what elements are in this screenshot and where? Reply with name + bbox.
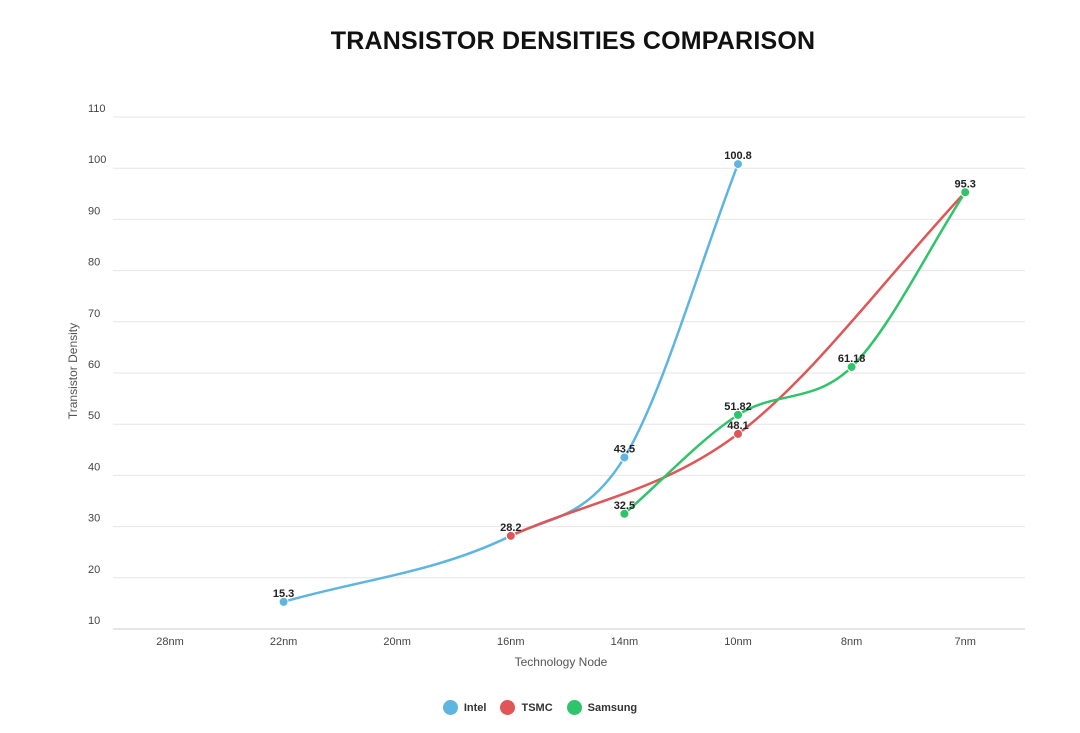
x-tick-label: 8nm	[841, 636, 862, 648]
legend-swatch-tsmc	[500, 700, 516, 715]
data-point-intel	[278, 596, 289, 607]
y-axis-ticks: 10 20 30 40 50 60 70 80 90 100 110	[88, 103, 106, 627]
data-point-intel	[733, 159, 743, 170]
x-tick-label: 14nm	[611, 636, 639, 648]
series-line-intel	[283, 163, 740, 604]
series-points	[278, 159, 971, 607]
y-tick-label: 60	[88, 359, 100, 371]
series-line-tsmc	[510, 191, 967, 537]
data-point-samsung	[619, 508, 630, 519]
data-label-intel: 43.5	[614, 443, 635, 455]
y-tick-label: 50	[88, 410, 100, 422]
y-tick-label: 70	[88, 308, 100, 320]
y-tick-label: 40	[88, 461, 100, 473]
x-tick-label: 20nm	[383, 636, 411, 648]
legend-label-tsmc: TSMC	[521, 701, 553, 714]
series-lines	[283, 163, 967, 604]
x-tick-label: 16nm	[497, 636, 525, 648]
y-tick-label: 20	[88, 564, 100, 576]
y-tick-label: 10	[88, 615, 100, 627]
data-label-tsmc: 48.1	[727, 420, 748, 432]
data-point-tsmc	[505, 530, 516, 541]
x-axis-ticks: 28nm 22nm 20nm 16nm 14nm 10nm 8nm 7nm	[156, 636, 976, 648]
data-label-intel: 100.8	[724, 150, 752, 162]
legend-swatch-intel	[442, 700, 458, 715]
x-tick-label: 28nm	[156, 636, 184, 648]
data-label-samsung: 95.3	[954, 178, 975, 190]
data-label-intel: 15.3	[273, 588, 294, 600]
data-point-samsung	[846, 361, 857, 372]
series-line-samsung	[623, 191, 967, 515]
data-point-tsmc	[733, 428, 743, 439]
chart-title: TRANSISTOR DENSITIES COMPARISON	[330, 27, 816, 55]
data-labels: 15.3 43.5 100.8 28.2 48.1 32.5 51.82 61.18 95.3	[273, 150, 976, 600]
data-label-samsung: 32.5	[614, 500, 635, 512]
y-tick-label: 100	[88, 154, 106, 166]
y-axis-label: Transistor Density	[66, 323, 80, 419]
x-tick-label: 22nm	[270, 636, 298, 648]
y-tick-label: 80	[88, 257, 100, 269]
y-tick-label: 110	[88, 103, 106, 115]
y-tick-label: 90	[88, 205, 100, 217]
data-point-intel	[619, 452, 630, 463]
data-point-samsung	[733, 409, 743, 420]
x-axis-label: Technology Node	[515, 655, 608, 669]
legend-label-intel: Intel	[463, 701, 487, 714]
data-label-samsung: 61.18	[838, 353, 866, 365]
legend-item-samsung[interactable]: Samsung	[566, 700, 638, 715]
data-point-samsung	[960, 187, 971, 198]
legend: Intel TSMC Samsung	[0, 700, 1080, 715]
legend-item-intel[interactable]: Intel	[442, 700, 487, 715]
data-label-tsmc: 28.2	[500, 522, 521, 534]
x-tick-label: 10nm	[724, 636, 752, 648]
legend-swatch-samsung	[566, 700, 582, 715]
x-tick-label: 7nm	[954, 636, 975, 648]
legend-item-tsmc[interactable]: TSMC	[500, 700, 553, 715]
grid-lines	[113, 116, 1025, 630]
legend-label-samsung: Samsung	[587, 701, 638, 714]
data-label-samsung: 51.82	[724, 401, 752, 413]
y-tick-label: 30	[88, 513, 100, 525]
